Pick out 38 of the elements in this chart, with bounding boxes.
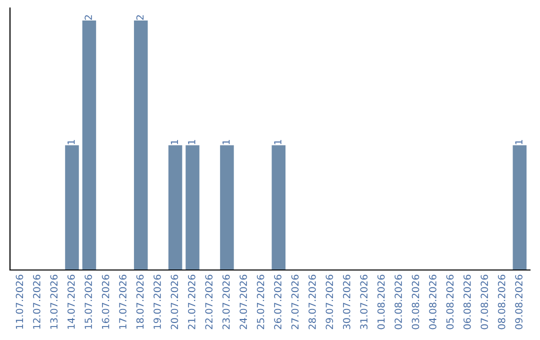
x-tick-label: 25.07.2026 xyxy=(256,274,264,330)
x-tick-label: 09.08.2026 xyxy=(515,274,522,330)
x-tick-label: 21.07.2026 xyxy=(188,274,196,330)
x-tick-label: 29.07.2026 xyxy=(326,274,334,330)
x-tick-label: 16.07.2026 xyxy=(102,274,110,329)
data-label: 1 xyxy=(515,140,522,144)
x-tick-label: 20.07.2026 xyxy=(170,274,178,330)
x-tick-label: 14.07.2026 xyxy=(67,274,75,329)
x-tick-label: 01.08.2026 xyxy=(377,274,385,330)
x-tick-label: 05.08.2026 xyxy=(446,274,454,330)
data-label: 1 xyxy=(68,140,75,144)
x-tick-label: 30.07.2026 xyxy=(342,274,350,330)
x-tick-label: 18.07.2026 xyxy=(136,274,144,329)
data-label: 1 xyxy=(170,140,178,144)
x-tick-label: 04.08.2026 xyxy=(429,274,436,330)
data-label: 1 xyxy=(274,140,282,144)
x-tick-label: 02.08.2026 xyxy=(394,274,402,330)
x-tick-label: 31.07.2026 xyxy=(360,274,368,330)
x-tick-label: 13.07.2026 xyxy=(50,274,58,329)
x-tick-label: 07.08.2026 xyxy=(480,274,488,330)
x-tick-label: 17.07.2026 xyxy=(119,274,126,329)
data-label: 2 xyxy=(136,15,144,20)
x-tick-label: 28.07.2026 xyxy=(308,274,316,330)
x-tick-label: 15.07.2026 xyxy=(84,274,92,329)
x-tick-label: 23.07.2026 xyxy=(222,274,230,330)
x-tick-label: 08.08.2026 xyxy=(498,274,506,330)
x-tick-label: 11.07.2026 xyxy=(16,274,24,329)
x-tick-label: 26.07.2026 xyxy=(274,274,282,330)
x-tick-label: 12.07.2026 xyxy=(33,274,40,329)
data-label: 2 xyxy=(84,15,92,20)
x-tick-label: 06.08.2026 xyxy=(463,274,471,330)
x-tick-label: 27.07.2026 xyxy=(291,274,299,330)
data-label: 1 xyxy=(188,140,196,144)
data-label: 1 xyxy=(222,140,230,144)
x-tick-label: 19.07.2026 xyxy=(154,274,161,329)
x-tick-label: 03.08.2026 xyxy=(412,274,420,330)
x-tick-label: 24.07.2026 xyxy=(240,274,247,330)
x-tick-label: 22.07.2026 xyxy=(205,274,213,330)
